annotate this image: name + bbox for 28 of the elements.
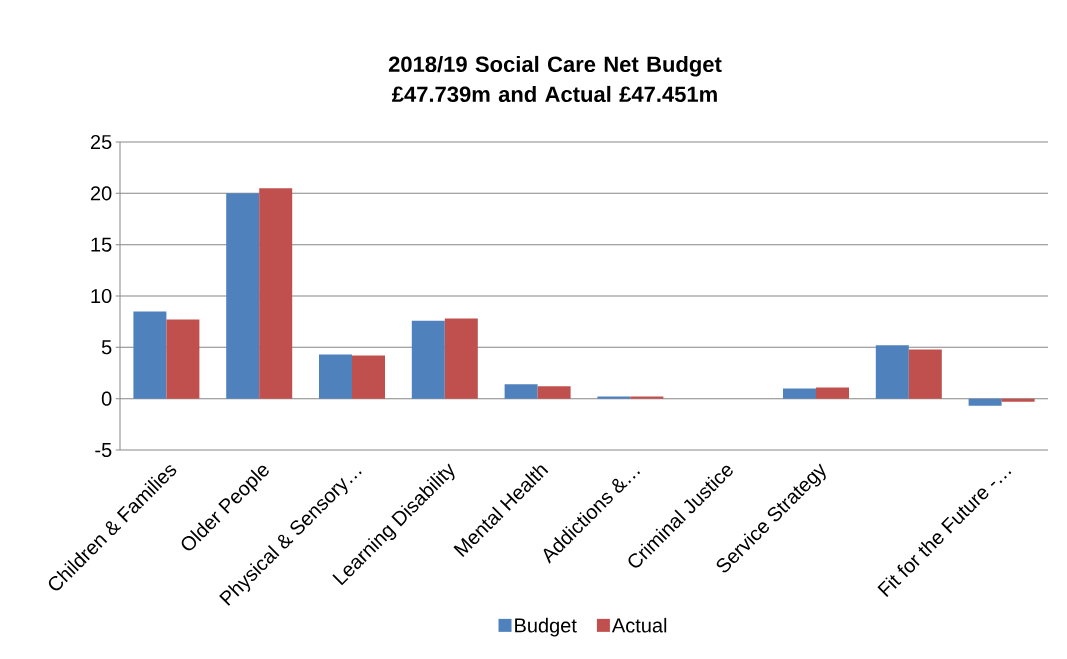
y-tick-label: 0 — [101, 391, 112, 406]
legend-label: Actual — [611, 617, 667, 633]
y-tick-label: -5 — [95, 443, 112, 457]
bar — [259, 188, 293, 399]
bar — [319, 354, 352, 399]
bar — [411, 320, 445, 399]
bar — [352, 355, 385, 399]
bar — [1001, 398, 1035, 402]
bar — [875, 345, 909, 399]
bar — [444, 318, 478, 399]
y-tick-label: 10 — [91, 288, 112, 304]
y-tick-label: 15 — [91, 237, 112, 252]
bar — [630, 396, 664, 399]
bar — [968, 398, 1002, 406]
y-tick-label: 5 — [101, 340, 112, 355]
bar — [908, 349, 942, 399]
bar — [504, 384, 538, 399]
bar — [166, 319, 200, 399]
bar — [816, 387, 849, 399]
legend-label: Budget — [515, 617, 577, 637]
bar — [133, 311, 167, 399]
chart-title: 2018/19 Social Care Net Budget £47.739m and Actual £47.451m — [388, 55, 722, 103]
bar — [597, 396, 631, 399]
bar — [537, 386, 571, 399]
y-tick-label: 25 — [90, 134, 112, 150]
bar — [226, 193, 260, 399]
y-tick-label: 20 — [90, 186, 112, 201]
bar — [783, 388, 817, 399]
